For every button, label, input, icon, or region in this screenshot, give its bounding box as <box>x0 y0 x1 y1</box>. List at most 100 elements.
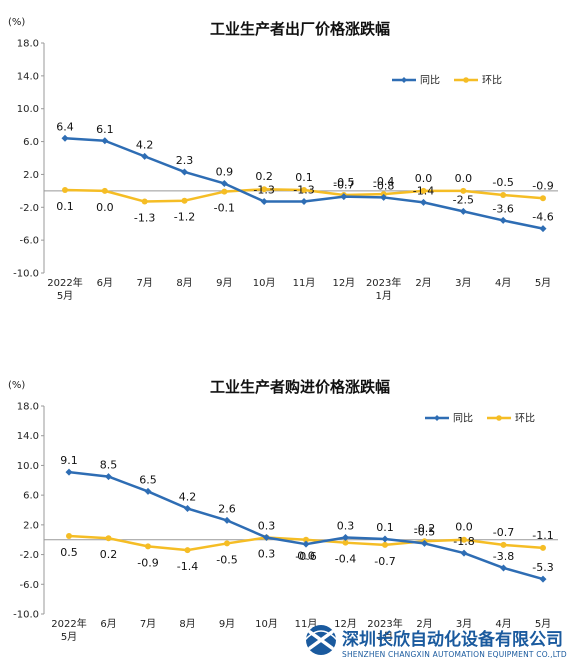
x-tick-line: 11月 <box>295 618 318 630</box>
data-point-mom <box>540 195 546 202</box>
x-tick-line: 2月 <box>416 618 432 630</box>
data-label-mom: -0.7 <box>493 526 514 539</box>
data-label-mom: 0.1 <box>56 200 74 213</box>
x-tick-label: 3月 <box>455 277 471 289</box>
y-unit-label: (%) <box>8 17 25 28</box>
y-tick-label: 18.0 <box>17 402 39 413</box>
x-tick-label: 5月 <box>535 277 551 289</box>
data-point-yoy <box>263 533 270 541</box>
x-tick-label: 12月 <box>332 277 355 289</box>
data-label-yoy: -0.6 <box>295 550 316 563</box>
chart-1: 工业生产者出厂价格涨跌幅 (%) 18.0 14.0 10.0 6.0 2.0 -2.0 -6.… <box>8 17 558 302</box>
x-tick-line: 2022年 <box>51 617 86 630</box>
data-label-mom: -1.3 <box>134 212 155 225</box>
x-tick-line: 2023年 <box>366 276 401 289</box>
data-point-mom <box>382 541 388 548</box>
legend: 同比 环比 <box>392 75 502 87</box>
x-tick-line: 5月 <box>535 618 551 630</box>
x-tick-line: 12月 <box>334 618 357 630</box>
y-tick-label: -10.0 <box>13 610 39 621</box>
data-label-mom: 0.0 <box>297 550 315 563</box>
data-point-mom <box>141 198 148 205</box>
x-tick-line: 8月 <box>176 277 192 289</box>
x-tick-label: 6月 <box>97 277 113 289</box>
data-label-yoy: 6.4 <box>56 120 74 133</box>
x-tick-line: 9月 <box>216 277 232 289</box>
x-tick-label: 10月 <box>253 277 276 289</box>
x-tick-label: 5月 <box>535 618 551 630</box>
data-label-yoy: -3.8 <box>493 550 514 563</box>
chart-title: 工业生产者出厂价格涨跌幅 <box>210 20 390 38</box>
legend-marker <box>434 415 440 421</box>
data-label-yoy: 8.5 <box>100 459 118 472</box>
x-tick-line: 1月 <box>375 290 391 302</box>
legend-label: 同比 <box>453 413 473 425</box>
data-label-mom: 0.5 <box>60 546 78 559</box>
data-point-yoy <box>499 216 507 224</box>
data-label-mom: 0.1 <box>295 171 313 184</box>
data-label-yoy: 0.9 <box>216 165 234 178</box>
x-tick-label: 11月 <box>295 618 318 630</box>
data-label-mom: -1.1 <box>532 529 553 542</box>
data-label-yoy: 2.6 <box>218 502 236 515</box>
data-point-yoy <box>105 473 112 481</box>
data-point-mom <box>145 543 151 550</box>
x-tick-line: 8月 <box>179 618 195 630</box>
x-tick-line: 6月 <box>100 618 116 630</box>
y-tick-label: 2.0 <box>23 520 39 531</box>
x-tick-line: 4月 <box>495 277 511 289</box>
data-point-yoy <box>459 207 467 215</box>
data-point-mom <box>342 539 349 546</box>
data-point-mom <box>221 188 228 195</box>
chart-2: 工业生产者购进价格涨跌幅 (%) 18.0 14.0 10.0 6.0 2.0 -2.0 -6.… <box>8 378 558 643</box>
data-label-mom: 0.2 <box>255 170 273 183</box>
legend-marker <box>496 415 502 421</box>
data-label-yoy: 0.1 <box>376 521 394 534</box>
y-unit-label: (%) <box>8 380 25 391</box>
data-label-yoy: -0.8 <box>373 179 394 192</box>
data-label-mom: 0.0 <box>455 521 473 534</box>
data-point-mom <box>224 540 230 547</box>
data-point-yoy <box>421 539 428 547</box>
data-label-yoy: -1.4 <box>413 184 434 197</box>
data-label-mom: -0.9 <box>137 556 158 569</box>
data-point-mom <box>461 536 467 543</box>
y-tick-label: 2.0 <box>23 170 39 181</box>
x-tick-label: 2月 <box>415 277 431 289</box>
data-point-yoy <box>460 549 468 557</box>
data-point-mom <box>261 186 268 193</box>
data-label-yoy: -0.7 <box>333 179 354 192</box>
data-point-mom <box>105 535 112 542</box>
y-tick-label: 14.0 <box>17 431 39 442</box>
data-label-mom: -0.2 <box>414 522 435 535</box>
x-tick-line: 9月 <box>219 618 235 630</box>
y-tick-label: 10.0 <box>17 461 39 472</box>
data-label-yoy: -0.5 <box>414 525 435 538</box>
y-tick-label: 10.0 <box>17 104 39 115</box>
x-tick-line: 2023年 <box>367 617 402 630</box>
x-tick-line: 5月 <box>57 290 73 302</box>
x-tick-line: 5月 <box>535 277 551 289</box>
y-tick-label: -6.0 <box>19 236 39 247</box>
legend-label: 同比 <box>420 75 440 87</box>
x-tick-line: 5月 <box>61 631 77 643</box>
data-point-mom <box>500 191 507 198</box>
data-label-yoy: 4.2 <box>136 138 154 151</box>
x-tick-line: 10月 <box>255 618 278 630</box>
data-point-yoy <box>184 505 191 513</box>
legend-label: 环比 <box>515 413 535 425</box>
data-point-yoy <box>539 225 547 233</box>
data-point-mom <box>181 197 188 204</box>
data-label-mom: 0.3 <box>258 547 276 560</box>
y-tick-label: -2.0 <box>19 203 39 214</box>
data-point-mom <box>101 187 108 194</box>
y-tick-label: -10.0 <box>13 269 39 280</box>
data-point-yoy <box>500 564 507 572</box>
data-label-yoy: -4.6 <box>532 211 553 224</box>
x-tick-line: 4月 <box>495 618 511 630</box>
data-label-yoy: -5.3 <box>532 561 553 574</box>
data-point-yoy <box>380 193 388 201</box>
data-label-yoy: 2.3 <box>176 154 194 167</box>
data-point-yoy <box>342 533 349 541</box>
